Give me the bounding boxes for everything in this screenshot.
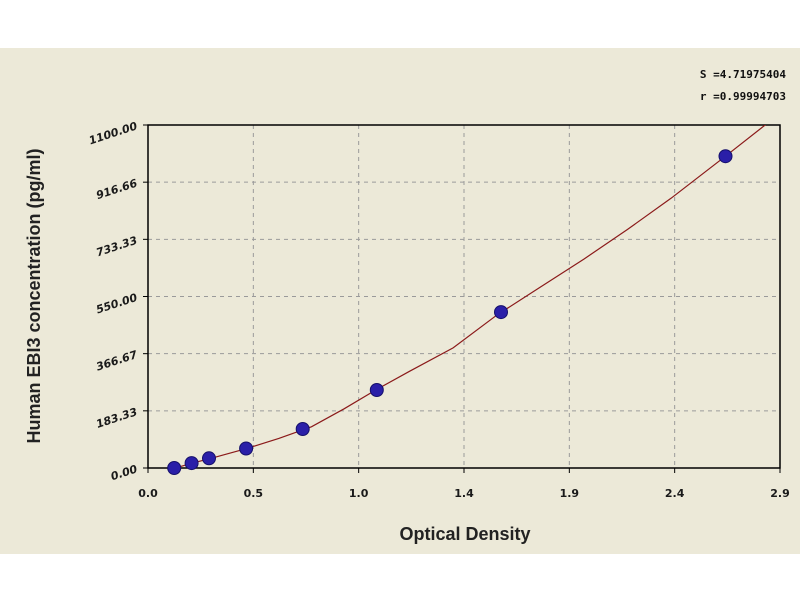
data-point [239,441,254,456]
y-tick-label: 366.67 [95,348,140,374]
y-tick-label: 916.66 [95,177,140,203]
stat-s: S =4.71975404 [700,68,786,81]
y-tick-label: 1100.00 [87,119,139,147]
grid-lines [148,125,780,468]
x-axis-title: Optical Density [399,524,530,544]
y-tick-label: 550.00 [95,291,140,317]
data-point [184,456,199,471]
stat-r: r =0.99994703 [700,90,786,103]
y-tick-label: 183.33 [95,405,140,431]
data-point [369,383,384,397]
data-point [167,461,182,475]
y-axis-title: Human EBI3 concentration (pg/ml) [24,148,44,443]
data-point [718,149,733,164]
chart-panel [0,48,800,554]
x-tick-label: 1.0 [349,487,369,500]
x-tick-label: 0.5 [244,487,264,500]
y-tick-label: 0.00 [109,462,139,483]
y-axis-ticks: 0.00 183.33 366.67 550.00 733.33 916.66 1100.0… [87,119,148,483]
data-points [167,149,733,475]
data-point [202,451,216,466]
x-tick-label: 2.9 [770,487,790,500]
x-tick-label: 0.0 [138,487,158,500]
data-point [494,305,508,320]
y-tick-label: 733.33 [95,234,140,260]
x-tick-label: 1.4 [454,487,474,500]
fit-curve [173,125,767,468]
x-tick-label: 2.4 [665,487,685,500]
x-axis-ticks: 0.0 0.5 1.0 1.4 1.9 2.4 2.9 [138,468,790,500]
data-point [295,422,310,436]
x-tick-label: 1.9 [560,487,580,500]
